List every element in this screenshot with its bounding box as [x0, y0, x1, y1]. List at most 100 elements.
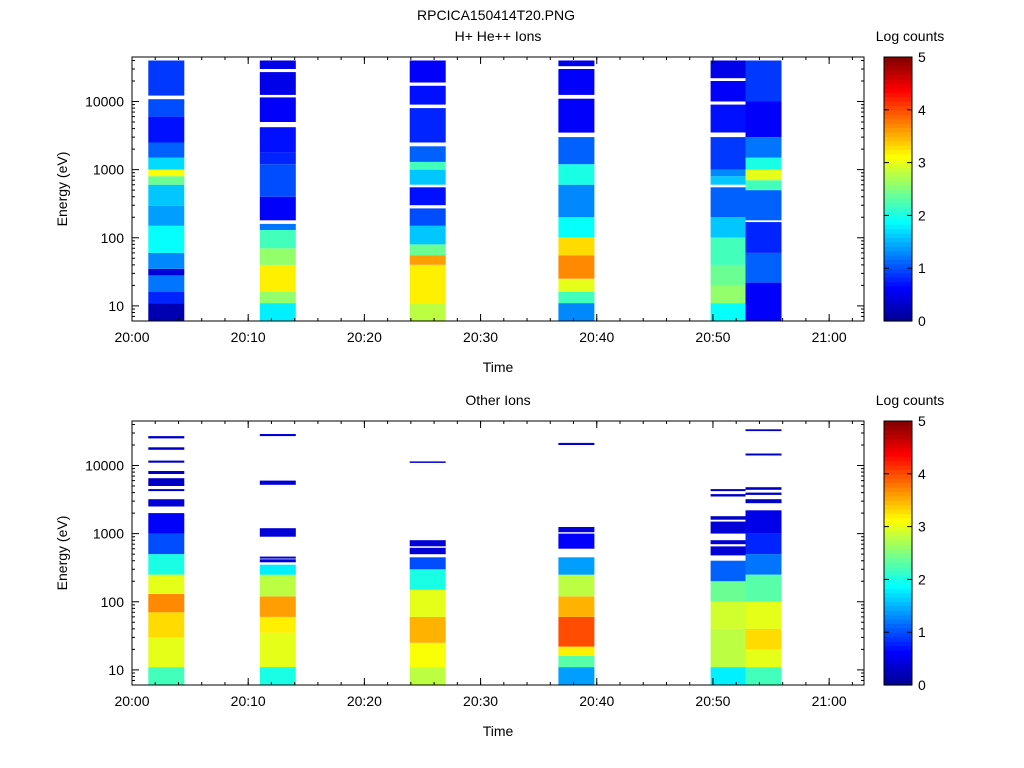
colorbar-segment [884, 158, 912, 164]
data-cell [710, 237, 746, 265]
colorbar-tick-label: 1 [918, 260, 926, 276]
colorbar-frame [883, 56, 913, 322]
data-cell [259, 152, 296, 165]
data-cell [710, 667, 746, 685]
data-cell [259, 303, 296, 321]
colorbar-segment [884, 219, 912, 225]
colorbar-segment [884, 592, 912, 598]
colorbar-segment [884, 667, 912, 673]
data-cell [409, 461, 446, 463]
panel-title: H+ He++ Ions [455, 28, 542, 44]
data-cell [148, 513, 185, 534]
data-cell [409, 146, 446, 162]
colorbar-tick-label: 4 [918, 466, 926, 482]
colorbar-segment [884, 566, 912, 572]
colorbar-segment [884, 61, 912, 67]
colorbar-tick-label: 3 [918, 519, 926, 535]
colorbar-segment [884, 645, 912, 651]
colorbar-segment [884, 636, 912, 642]
colorbar-segment [884, 597, 912, 602]
data-cell [710, 303, 746, 321]
data-cell [148, 554, 185, 575]
colorbar-segment [884, 268, 912, 274]
colorbar-segment [884, 281, 912, 287]
colorbar-segment [884, 189, 912, 194]
colorbar-segment [884, 504, 912, 510]
colorbar-segment [884, 649, 912, 655]
colorbar-segment [884, 438, 912, 444]
data-cell [745, 252, 782, 283]
colorbar-segment [884, 127, 912, 133]
data-cell [710, 540, 746, 545]
colorbar-segment [884, 70, 912, 76]
data-cell [259, 596, 296, 617]
colorbar-segment [884, 79, 912, 84]
colorbar-segment [884, 167, 912, 172]
colorbar-segment [884, 605, 912, 611]
data-cell [259, 72, 296, 95]
data-cell [148, 116, 185, 143]
data-cell [558, 137, 595, 165]
data-cell [745, 222, 782, 253]
colorbar-segment [884, 250, 912, 256]
data-cell [745, 169, 782, 181]
colorbar-segment [884, 570, 912, 576]
colorbar-segment [884, 482, 912, 488]
data-cell [745, 453, 782, 456]
y-tick-label: 10 [108, 298, 124, 314]
colorbar-segment [884, 197, 912, 203]
colorbar-segment [884, 456, 912, 462]
colorbar-segment [884, 316, 912, 322]
colorbar-segment [884, 627, 912, 633]
x-tick-label: 20:10 [231, 329, 266, 345]
colorbar-segment [884, 513, 912, 519]
colorbar-segment [884, 215, 912, 221]
colorbar-segment [884, 434, 912, 440]
colorbar-segment [884, 263, 912, 269]
colorbar-segment [884, 96, 912, 102]
data-cell [558, 574, 595, 597]
data-cell [148, 292, 185, 304]
data-cell [259, 667, 296, 685]
colorbar-segment [884, 206, 912, 212]
colorbar-segment [884, 535, 912, 541]
data-cell [710, 489, 746, 492]
data-cell [558, 278, 595, 292]
data-cell [745, 101, 782, 138]
data-cell [558, 217, 595, 238]
data-cell [558, 557, 595, 575]
colorbar-segment [884, 118, 912, 124]
data-cell [710, 176, 746, 185]
colorbar-segment [884, 92, 912, 98]
data-cell [710, 628, 746, 668]
data-cell [558, 303, 595, 321]
data-cell [409, 616, 446, 643]
colorbar-segment [884, 632, 912, 638]
colorbar-segment [884, 237, 912, 243]
data-cell [710, 137, 746, 170]
colorbar-segment [884, 614, 912, 620]
colorbar-tick-label: 1 [918, 624, 926, 640]
x-tick-label: 20:40 [579, 693, 614, 709]
colorbar-segment [884, 83, 912, 89]
colorbar-segment [884, 74, 912, 80]
colorbar-segment [884, 583, 912, 589]
colorbar-segment [884, 123, 912, 128]
data-cell [745, 601, 782, 629]
data-cell [259, 248, 296, 265]
colorbar-segment [884, 561, 912, 567]
x-tick-label: 20:50 [695, 693, 730, 709]
data-cell [148, 612, 185, 638]
colorbar-tick-label: 2 [918, 571, 926, 587]
colorbar-segment [884, 443, 912, 448]
colorbar-segment [884, 140, 912, 146]
colorbar-segment [884, 290, 912, 296]
data-cell [148, 637, 185, 668]
y-tick-label: 10000 [85, 458, 124, 474]
data-cell [558, 533, 595, 549]
colorbar-label: Log counts [876, 28, 945, 44]
data-cell [710, 104, 746, 133]
colorbar-segment [884, 579, 912, 585]
data-cell [745, 60, 782, 102]
colorbar-segment [884, 522, 912, 528]
